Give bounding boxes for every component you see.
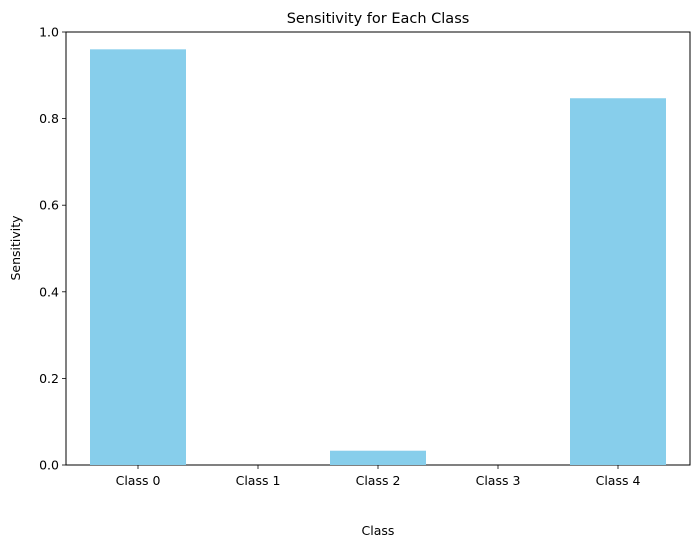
y-tick-label: 0.8 <box>39 111 59 126</box>
plot-area: Class 0 Class 1 Class 2 Class 3 Class 4 0.00… <box>39 25 691 488</box>
x-tick-label: Class 0 <box>116 473 161 488</box>
y-tick-label: 0.4 <box>39 284 59 299</box>
x-axis-ticks: Class 0 Class 1 Class 2 Class 3 Class 4 <box>116 465 641 488</box>
y-tick-label: 0.6 <box>39 198 59 213</box>
x-tick-label: Class 2 <box>356 473 401 488</box>
y-tick-label: 1.0 <box>39 25 59 40</box>
bars-group <box>90 49 666 466</box>
y-axis-label: Sensitivity <box>8 215 23 281</box>
y-axis-ticks: 0.0 0.2 0.4 0.6 0.8 1.0 <box>39 25 66 473</box>
y-tick-label: 0.0 <box>39 458 59 473</box>
x-tick-label: Class 4 <box>596 473 641 488</box>
chart-title: Sensitivity for Each Class <box>287 11 470 27</box>
bar-class-0 <box>90 49 186 465</box>
x-tick-label: Class 1 <box>236 473 281 488</box>
y-tick-label: 0.2 <box>39 371 59 386</box>
x-tick-label: Class 3 <box>476 473 521 488</box>
bar-class-4 <box>570 98 666 466</box>
bar-class-2 <box>330 450 426 465</box>
x-axis-label: Class <box>362 523 395 538</box>
